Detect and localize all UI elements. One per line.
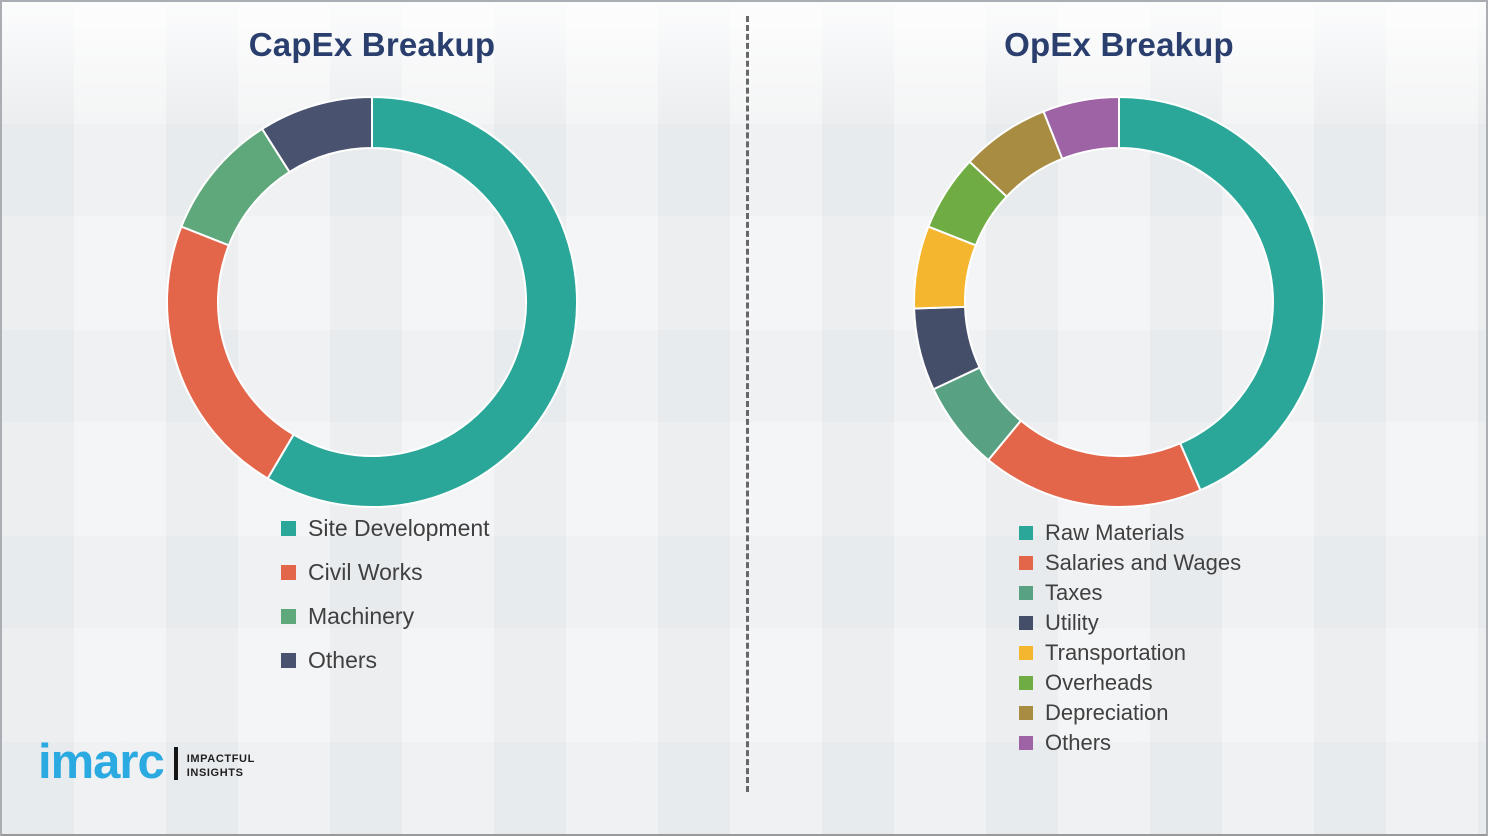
legend-item-salaries-and-wages: Salaries and Wages	[1019, 548, 1241, 578]
legend-swatch-icon	[281, 653, 296, 668]
legend-item-machinery: Machinery	[281, 602, 490, 631]
donut-segment-salaries-and-wages	[986, 419, 1202, 509]
legend-item-taxes: Taxes	[1019, 578, 1241, 608]
legend-item-overheads: Overheads	[1019, 668, 1241, 698]
legend-item-others: Others	[281, 646, 490, 675]
legend-item-civil-works: Civil Works	[281, 558, 490, 587]
legend-item-utility: Utility	[1019, 608, 1241, 638]
capex-title: CapEx Breakup	[248, 26, 496, 63]
legend-swatch-icon	[1019, 676, 1033, 690]
logo-tagline-line1: IMPACTFUL	[186, 753, 255, 766]
logo-tagline-line2: INSIGHTS	[186, 767, 244, 780]
legend-swatch-icon	[1019, 646, 1033, 660]
legend-label: Civil Works	[308, 559, 423, 585]
donut-segment-others	[1042, 95, 1120, 161]
legend-label: Transportation	[1045, 640, 1187, 665]
legend-item-raw-materials: Raw Materials	[1019, 518, 1241, 548]
imarc-wordmark: imarc	[38, 735, 165, 789]
opex-legend: Raw Materials Salaries and Wages Taxes Util…	[1019, 518, 1241, 758]
donut-segment-others	[260, 95, 373, 174]
capex-legend: Site Development Civil Works Machinery Othe…	[281, 514, 490, 690]
legend-label: Others	[308, 647, 378, 673]
logo-divider-bar	[173, 747, 178, 781]
legend-label: Depreciation	[1045, 700, 1169, 725]
legend-label: Machinery	[308, 603, 415, 629]
opex-donut-chart	[913, 95, 1326, 509]
opex-title: OpEx Breakup	[1004, 26, 1234, 63]
legend-swatch-icon	[281, 609, 296, 624]
legend-swatch-icon	[281, 521, 296, 536]
capex-donut-chart	[166, 95, 578, 508]
legend-label: Utility	[1045, 610, 1099, 635]
legend-swatch-icon	[281, 565, 296, 580]
legend-label: Raw Materials	[1045, 520, 1185, 545]
legend-label: Taxes	[1045, 580, 1103, 605]
imarc-logo: imarc IMPACTFUL INSIGHTS	[38, 735, 255, 789]
logo-tagline: IMPACTFUL INSIGHTS	[187, 752, 255, 782]
legend-item-transportation: Transportation	[1019, 638, 1241, 668]
legend-swatch-icon	[1019, 736, 1033, 750]
legend-label: Overheads	[1045, 670, 1153, 695]
legend-item-depreciation: Depreciation	[1019, 698, 1241, 728]
donut-segment-raw-materials	[1118, 95, 1326, 492]
legend-swatch-icon	[1019, 586, 1033, 600]
legend-item-site-development: Site Development	[281, 514, 490, 543]
donut-segment-site-development	[266, 95, 578, 508]
legend-label: Others	[1045, 730, 1112, 755]
legend-swatch-icon	[1019, 526, 1033, 540]
legend-swatch-icon	[1019, 706, 1033, 720]
legend-item-others: Others	[1019, 728, 1241, 758]
legend-label: Site Development	[308, 515, 490, 541]
legend-swatch-icon	[1019, 616, 1033, 630]
legend-label: Salaries and Wages	[1045, 550, 1242, 575]
donut-segment-civil-works	[166, 225, 295, 480]
legend-swatch-icon	[1019, 556, 1033, 570]
divider-dashed-line	[746, 16, 749, 792]
